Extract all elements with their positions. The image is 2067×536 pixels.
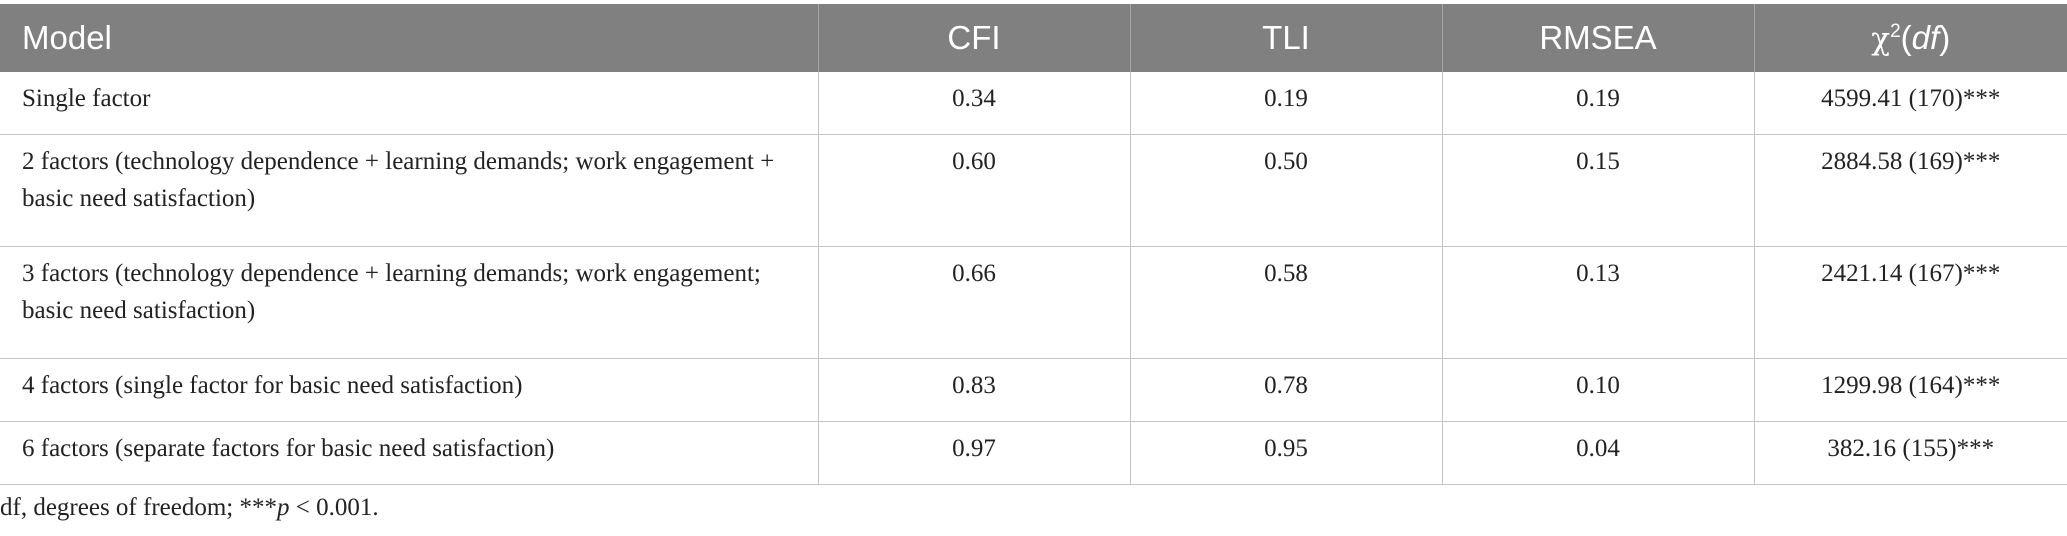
- cell-model: 3 factors (technology dependence + learn…: [0, 246, 819, 359]
- cell-model: 4 factors (single factor for basic need …: [0, 358, 819, 422]
- cell-chi-square: 2421.14 (167)***: [1754, 246, 2067, 359]
- chi-superscript: 2: [1890, 21, 1901, 42]
- table-row: 2 factors (technology dependence + learn…: [0, 134, 2067, 247]
- header-tli: TLI: [1130, 4, 1443, 72]
- chi-symbol: χ: [1871, 21, 1891, 57]
- chi-open-paren: (: [1900, 19, 1912, 56]
- cell-tli: 0.78: [1130, 358, 1443, 422]
- table-row: 4 factors (single factor for basic need …: [0, 358, 2067, 422]
- cell-model: Single factor: [0, 72, 819, 135]
- chi-df: df: [1911, 19, 1940, 56]
- header-model: Model: [0, 4, 819, 72]
- header-chi-square: χ2(df): [1754, 4, 2067, 72]
- cell-rmsea: 0.04: [1442, 421, 1755, 485]
- cell-cfi: 0.97: [818, 421, 1131, 485]
- table-footnote: df, degrees of freedom; ***p < 0.001.: [0, 494, 379, 522]
- cell-cfi: 0.60: [818, 134, 1131, 247]
- cell-rmsea: 0.15: [1442, 134, 1755, 247]
- table-row: Single factor 0.34 0.19 0.19 4599.41 (17…: [0, 72, 2067, 135]
- header-row: Model CFI TLI RMSEA χ2(df): [0, 4, 2067, 72]
- footnote-suffix: < 0.001.: [289, 494, 379, 521]
- fit-table-container: Model CFI TLI RMSEA χ2(df) Single factor…: [0, 4, 2067, 485]
- cell-rmsea: 0.13: [1442, 246, 1755, 359]
- cell-chi-square: 1299.98 (164)***: [1754, 358, 2067, 422]
- cell-rmsea: 0.10: [1442, 358, 1755, 422]
- cell-tli: 0.50: [1130, 134, 1443, 247]
- footnote-prefix: df, degrees of freedom; ***: [0, 494, 277, 521]
- cell-chi-square: 382.16 (155)***: [1754, 421, 2067, 485]
- table-header: Model CFI TLI RMSEA χ2(df): [0, 4, 2067, 72]
- cell-model: 6 factors (separate factors for basic ne…: [0, 421, 819, 485]
- table-body: Single factor 0.34 0.19 0.19 4599.41 (17…: [0, 72, 2067, 485]
- cell-rmsea: 0.19: [1442, 72, 1755, 135]
- cell-tli: 0.19: [1130, 72, 1443, 135]
- cell-tli: 0.95: [1130, 421, 1443, 485]
- footnote-p: p: [276, 494, 290, 521]
- cell-cfi: 0.66: [818, 246, 1131, 359]
- cell-cfi: 0.34: [818, 72, 1131, 135]
- table-row: 3 factors (technology dependence + learn…: [0, 246, 2067, 359]
- header-cfi: CFI: [818, 4, 1131, 72]
- cell-tli: 0.58: [1130, 246, 1443, 359]
- table-row: 6 factors (separate factors for basic ne…: [0, 421, 2067, 485]
- cell-cfi: 0.83: [818, 358, 1131, 422]
- header-rmsea: RMSEA: [1442, 4, 1755, 72]
- cell-model: 2 factors (technology dependence + learn…: [0, 134, 819, 247]
- cell-chi-square: 4599.41 (170)***: [1754, 72, 2067, 135]
- model-fit-table: Model CFI TLI RMSEA χ2(df) Single factor…: [0, 4, 2067, 485]
- cell-chi-square: 2884.58 (169)***: [1754, 134, 2067, 247]
- chi-close-paren: ): [1939, 19, 1951, 56]
